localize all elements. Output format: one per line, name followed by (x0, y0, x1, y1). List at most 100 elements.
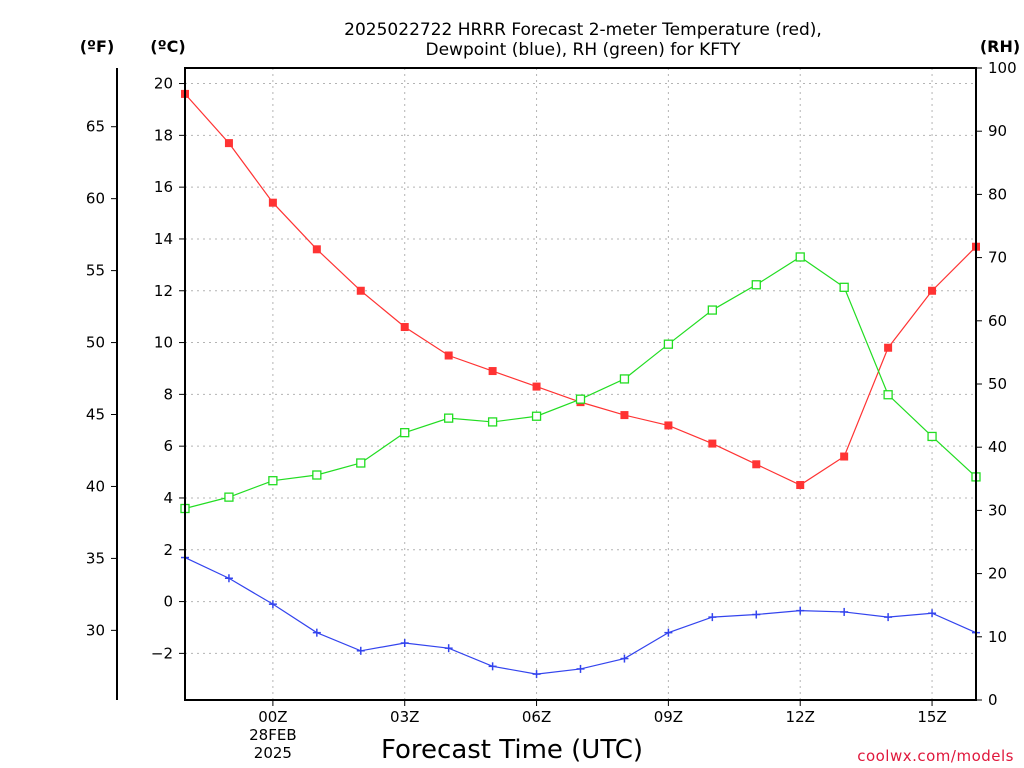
rh-tick-label: 90 (988, 122, 1007, 140)
fahrenheit-axis: 65 60 55 50 45 40 35 30 (86, 68, 118, 700)
dewpoint-point (752, 610, 761, 619)
rh-point (927, 431, 937, 442)
celsius-tick-label: 12 (154, 282, 173, 300)
grid-lines (185, 68, 976, 700)
rh-point (268, 476, 278, 486)
celsius-tick-label: 20 (154, 75, 173, 93)
dewpoint-point (576, 664, 585, 673)
date-label: 2025 (254, 744, 292, 762)
rh-point (839, 282, 849, 292)
rh-tick-label: 100 (988, 59, 1017, 77)
temperature-point (796, 481, 805, 490)
fahrenheit-unit-label: (ºF) (80, 37, 115, 56)
dewpoint-point (840, 607, 849, 616)
temperature-point (664, 421, 673, 430)
celsius-unit-label: (ºC) (150, 37, 185, 56)
rh-tick-label: 60 (988, 312, 1007, 330)
celsius-tick-label: 0 (163, 593, 173, 611)
temperature-point (224, 139, 233, 148)
rh-point (487, 417, 498, 427)
rh-point (312, 470, 322, 480)
rh-line (184, 256, 977, 510)
temperature-point (444, 351, 453, 360)
fahrenheit-tick-label: 40 (86, 477, 105, 495)
x-axis-label: Forecast Time (UTC) (381, 735, 643, 765)
dewpoint-point (268, 600, 277, 609)
rh-point (795, 252, 805, 262)
fahrenheit-tick-label: 45 (86, 406, 105, 424)
dewpoint-line (184, 556, 977, 675)
rh-tick-label: 0 (988, 691, 998, 709)
time-tick-label: 12Z (786, 708, 815, 726)
dewpoint-point (664, 628, 673, 637)
celsius-tick-label: 4 (163, 489, 173, 507)
temperature-point (928, 286, 937, 295)
temperature-point (268, 198, 277, 207)
temperature-point (532, 382, 541, 391)
dewpoint-point (400, 639, 409, 648)
chart-title-line-1: 2025022722 HRRR Forecast 2-meter Tempera… (344, 20, 822, 40)
fahrenheit-tick-label: 65 (86, 118, 105, 136)
temperature-point (840, 452, 849, 461)
rh-tick-label: 70 (988, 249, 1007, 267)
celsius-tick-label: 10 (154, 334, 173, 352)
celsius-tick-label: 2 (163, 541, 173, 559)
temperature-point (884, 343, 893, 352)
dewpoint-point (488, 662, 497, 671)
rh-tick-label: 20 (988, 565, 1007, 583)
rh-tick-label: 40 (988, 438, 1007, 456)
rh-point (883, 390, 893, 400)
dewpoint-point (312, 628, 321, 637)
dewpoint-point (224, 574, 233, 583)
celsius-tick-label: 14 (154, 230, 173, 248)
dewpoint-point (356, 646, 365, 655)
time-tick-label: 00Z (258, 708, 287, 726)
temperature-point (620, 411, 629, 420)
dewpoint-point (620, 654, 629, 663)
plot-frame (184, 67, 977, 701)
temperature-point (752, 460, 761, 469)
dewpoint-point (884, 613, 893, 622)
celsius-tick-label: 16 (154, 178, 173, 196)
series-layer (180, 89, 981, 679)
fahrenheit-tick-label: 50 (86, 334, 105, 352)
temperature-point (488, 367, 497, 376)
celsius-tick-label: 18 (154, 126, 173, 144)
fahrenheit-tick-label: 35 (86, 549, 105, 567)
rh-tick-label: 10 (988, 628, 1007, 646)
fahrenheit-tick-label: 60 (86, 190, 105, 208)
fahrenheit-tick-label: 30 (86, 621, 105, 639)
dewpoint-point (928, 609, 937, 618)
rh-point (400, 428, 410, 438)
rh-tick-label: 50 (988, 375, 1007, 393)
rh-tick-label: 30 (988, 501, 1007, 519)
rh-point (575, 394, 586, 404)
temperature-line (184, 93, 977, 486)
time-tick-label: 03Z (390, 708, 419, 726)
temperature-point (356, 286, 365, 295)
celsius-tick-label: −2 (151, 644, 173, 662)
fahrenheit-tick-label: 55 (86, 262, 105, 280)
time-tick-label: 09Z (654, 708, 683, 726)
dewpoint-point (532, 670, 541, 679)
dewpoint-point (444, 644, 453, 653)
rh-point (663, 339, 674, 349)
rh-tick-label: 80 (988, 185, 1007, 203)
celsius-tick-label: 6 (163, 437, 173, 455)
rh-point (444, 413, 454, 423)
rh-point (356, 458, 366, 468)
temperature-point (400, 323, 409, 332)
rh-point (751, 280, 761, 290)
date-label: 28FEB (249, 726, 296, 744)
rh-unit-label: (RH) (980, 37, 1020, 56)
rh-point (707, 305, 717, 315)
credit-text: coolwx.com/models (857, 747, 1014, 765)
time-tick-label: 15Z (917, 708, 946, 726)
dewpoint-point (708, 613, 717, 622)
temperature-point (708, 439, 717, 448)
rh-point (224, 492, 234, 502)
